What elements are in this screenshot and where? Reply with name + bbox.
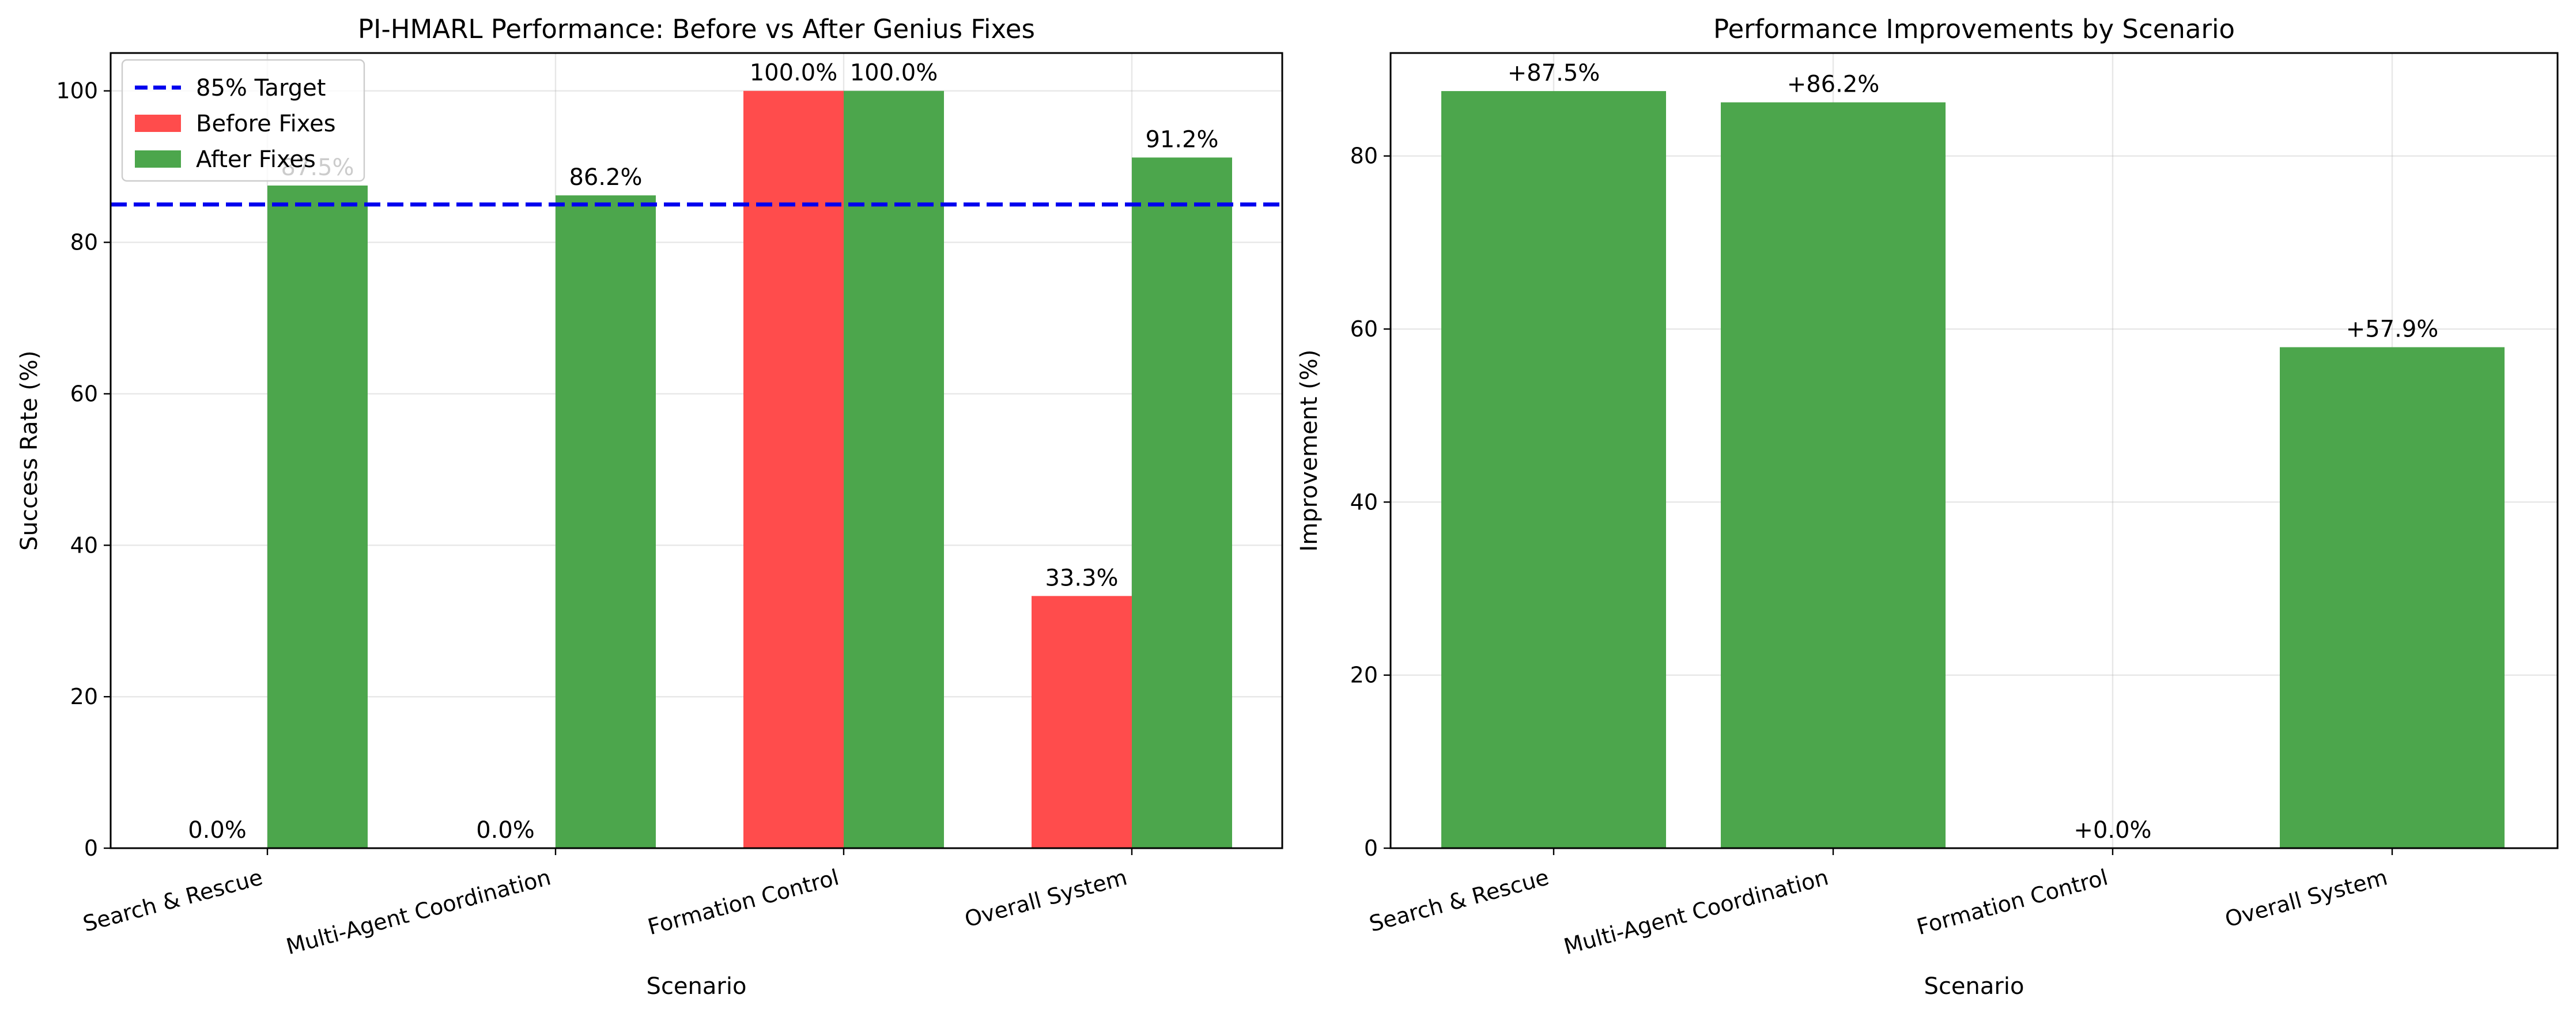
y-axis-label: Improvement (%)	[1296, 349, 1323, 551]
legend-label: Before Fixes	[196, 111, 336, 137]
legend: 85% Target Before Fixes After Fixes	[121, 59, 365, 182]
y-tick-label: 100	[56, 78, 98, 104]
plot-frame	[109, 52, 1283, 849]
y-tick-label: 80	[70, 230, 98, 255]
y-tick-label: 0	[84, 835, 98, 861]
data-label: +86.2%	[1787, 71, 1880, 98]
bar	[2280, 347, 2505, 848]
legend-swatch	[135, 150, 181, 168]
legend-swatch	[135, 115, 181, 132]
data-label: 33.3%	[1045, 565, 1118, 591]
data-label: +87.5%	[1508, 60, 1600, 86]
bar	[844, 90, 944, 849]
bar	[1441, 91, 1666, 849]
y-tick-label: 40	[70, 532, 98, 558]
bar	[1721, 102, 1946, 849]
bar	[267, 186, 368, 848]
y-tick-label: 60	[70, 381, 98, 406]
data-label: 86.2%	[569, 164, 642, 191]
data-label: +0.0%	[2073, 817, 2151, 844]
bar	[1132, 157, 1232, 848]
data-label: 100.0%	[850, 60, 938, 86]
data-label: 100.0%	[750, 60, 838, 86]
y-tick-label: 80	[1350, 143, 1378, 169]
bar	[743, 90, 844, 849]
legend-label: 85% Target	[196, 75, 326, 101]
data-label: +57.9%	[2346, 316, 2439, 343]
y-tick-label: 40	[1350, 489, 1378, 515]
plot-frame	[1389, 52, 2559, 849]
data-label: 91.2%	[1145, 126, 1218, 153]
y-tick-label: 20	[70, 684, 98, 709]
y-tick-label: 20	[1350, 663, 1378, 688]
chart-title: PI-HMARL Performance: Before vs After Ge…	[358, 14, 1035, 44]
chart-title: Performance Improvements by Scenario	[1713, 14, 2235, 44]
data-label: 0.0%	[476, 817, 535, 844]
y-axis-label: Success Rate (%)	[16, 350, 43, 550]
bar	[1032, 596, 1132, 848]
data-label: 0.0%	[188, 817, 247, 844]
x-axis-label: Scenario	[647, 973, 747, 1000]
y-tick-label: 0	[1364, 835, 1378, 861]
bar	[556, 195, 656, 849]
legend-box	[121, 59, 365, 182]
legend-label: After Fixes	[196, 146, 316, 173]
y-tick-label: 60	[1350, 316, 1378, 342]
x-axis-label: Scenario	[1924, 973, 2024, 1000]
